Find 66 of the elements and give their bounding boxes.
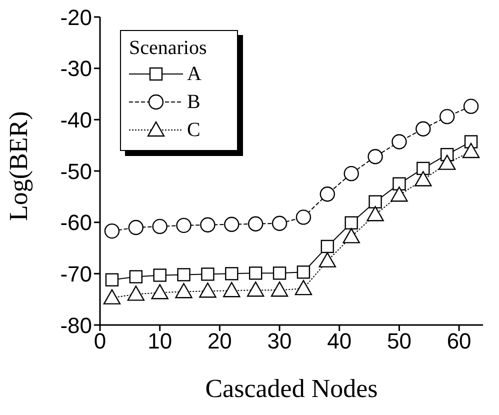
point xyxy=(296,266,310,279)
x-tick-label: 30 xyxy=(267,328,292,354)
point xyxy=(392,134,407,150)
point xyxy=(416,121,431,137)
point xyxy=(200,217,216,232)
point xyxy=(344,166,359,182)
point xyxy=(368,195,382,208)
point xyxy=(463,98,479,114)
point xyxy=(152,218,168,234)
point xyxy=(366,206,384,222)
x-tick-label: 10 xyxy=(148,328,172,354)
point xyxy=(224,216,240,232)
point xyxy=(320,186,336,202)
point xyxy=(177,268,190,282)
point xyxy=(151,284,168,300)
point xyxy=(270,281,288,297)
legend-label: A xyxy=(187,62,202,86)
point xyxy=(153,268,166,282)
point xyxy=(176,218,192,234)
y-tick-label: -40 xyxy=(60,107,92,132)
y-axis-title: Log(BER) xyxy=(4,111,34,221)
legend-label: B xyxy=(187,90,200,114)
point xyxy=(201,268,214,281)
point xyxy=(342,228,360,244)
point xyxy=(414,171,432,186)
point xyxy=(272,266,286,280)
y-tick-label: -70 xyxy=(60,261,92,286)
point xyxy=(199,282,216,298)
point xyxy=(225,267,238,280)
x-axis-title: Cascaded Nodes xyxy=(205,374,378,403)
point xyxy=(223,282,240,298)
point xyxy=(248,216,264,232)
point xyxy=(128,220,144,236)
point xyxy=(127,286,145,301)
point xyxy=(272,216,288,231)
y-tick-label: -60 xyxy=(60,210,92,236)
point xyxy=(296,210,312,225)
legend-title: Scenarios xyxy=(129,37,208,60)
point xyxy=(392,177,406,190)
y-tick-label: -50 xyxy=(60,158,92,184)
x-tick-label: 40 xyxy=(327,328,352,354)
point xyxy=(390,186,408,202)
x-tick-label: 60 xyxy=(446,328,472,354)
point xyxy=(438,154,456,170)
y-tick-label: -20 xyxy=(60,4,92,30)
point xyxy=(104,223,120,239)
point xyxy=(248,266,262,280)
point xyxy=(416,162,430,176)
point xyxy=(103,289,121,304)
point xyxy=(344,216,358,230)
point xyxy=(246,281,264,297)
x-tick-label: 0 xyxy=(94,328,106,354)
point xyxy=(318,252,336,268)
point xyxy=(368,149,383,164)
point xyxy=(439,108,455,124)
y-tick-label: -80 xyxy=(60,312,92,338)
point xyxy=(105,273,119,286)
point xyxy=(294,280,312,296)
y-tick-label: -30 xyxy=(60,56,92,82)
point xyxy=(462,142,480,158)
x-tick-label: 20 xyxy=(207,328,232,354)
legend-label: C xyxy=(187,118,200,142)
point xyxy=(320,240,334,254)
x-tick-label: 50 xyxy=(386,328,412,354)
point xyxy=(175,283,192,298)
point xyxy=(129,270,143,284)
